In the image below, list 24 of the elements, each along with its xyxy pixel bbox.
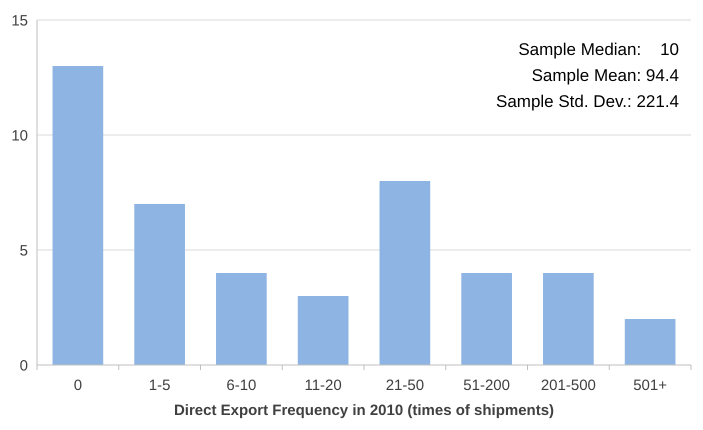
x-tick-label: 501+	[633, 377, 668, 394]
annotation: Sample Std. Dev.: 221.4	[496, 92, 679, 111]
y-tick-label: 0	[20, 357, 28, 374]
bar	[543, 273, 594, 365]
x-tick-label: 51-200	[463, 377, 510, 394]
y-tick-label: 5	[20, 242, 28, 260]
annotation: Sample Median: 10	[518, 40, 679, 59]
x-tick-label: 11-20	[304, 377, 342, 394]
bar	[52, 66, 104, 365]
x-tick-label: 0	[74, 377, 82, 394]
x-tick-label: 6-10	[226, 377, 256, 394]
bar	[134, 204, 185, 365]
x-tick-label: 1-5	[148, 377, 170, 394]
bar	[461, 273, 512, 365]
y-tick-label: 10	[11, 127, 28, 144]
x-axis-title: Direct Export Frequency in 2010 (times of shipments)	[174, 402, 554, 419]
y-tick-label: 15	[11, 12, 28, 30]
bar	[216, 273, 267, 365]
bar	[624, 319, 676, 365]
x-tick-label: 201-500	[540, 377, 596, 394]
annotation: Sample Mean: 94.4	[532, 66, 679, 85]
x-tick-label: 21-50	[386, 377, 424, 394]
bar	[380, 181, 430, 365]
bar	[298, 296, 348, 365]
